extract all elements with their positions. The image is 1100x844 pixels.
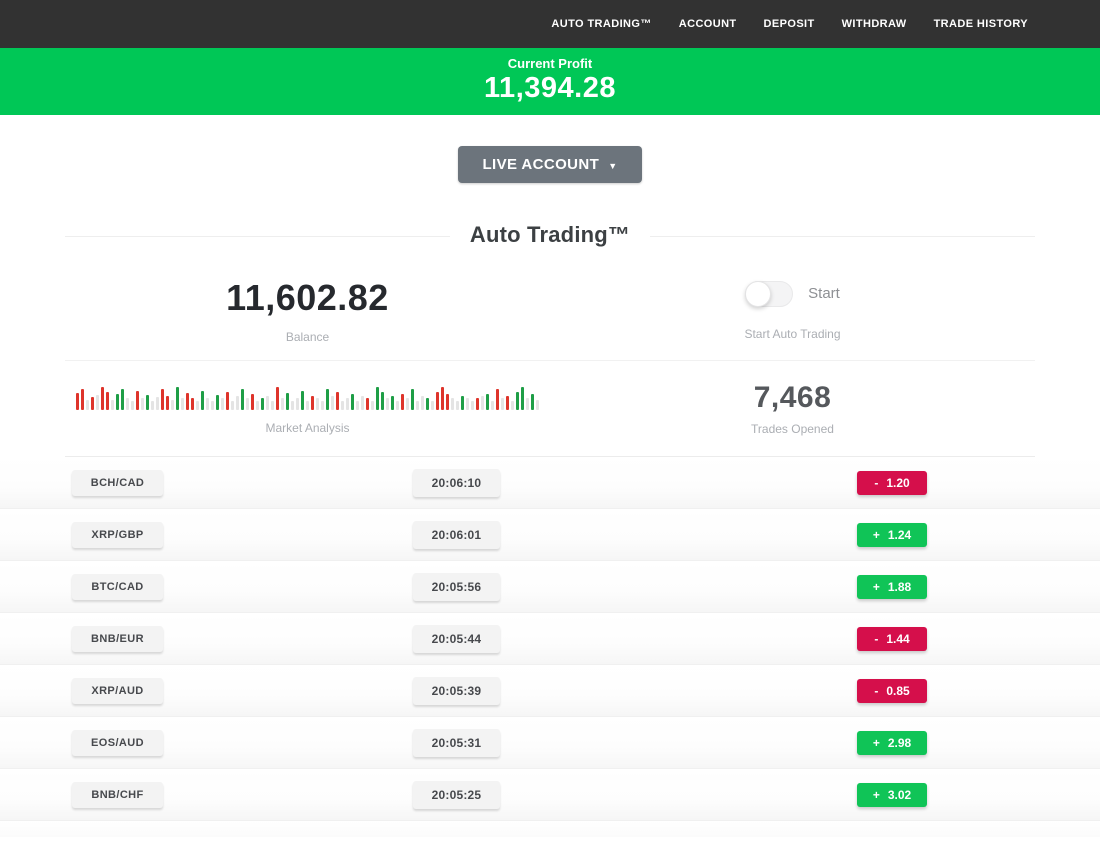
market-analysis-stat: Market Analysis [65, 361, 550, 456]
change-badge: -0.85 [857, 678, 927, 703]
top-navbar: AUTO TRADING™ ACCOUNT DEPOSIT WITHDRAW T… [0, 0, 1100, 48]
table-row: XRP/AUD 20:05:39 -0.85 [0, 665, 1100, 717]
table-row-partial [0, 821, 1100, 837]
pair-badge: XRP/GBP [72, 521, 163, 548]
table-row: EOS/AUD 20:05:31 +2.98 [0, 717, 1100, 769]
time-badge: 20:05:56 [413, 572, 500, 601]
nav-item-auto-trading[interactable]: AUTO TRADING™ [551, 18, 652, 30]
market-analysis-label: Market Analysis [265, 421, 350, 435]
time-badge: 20:05:44 [413, 624, 500, 653]
toggle-knob [745, 280, 772, 307]
balance-value: 11,602.82 [226, 277, 389, 318]
section-heading: Auto Trading™ [0, 222, 1100, 250]
table-row: BCH/CAD 20:06:10 -1.20 [0, 457, 1100, 509]
trade-table: BCH/CAD 20:06:10 -1.20 XRP/GBP 20:06:01 … [0, 457, 1100, 837]
page-title: Auto Trading™ [449, 222, 651, 248]
time-badge: 20:05:31 [413, 728, 500, 757]
change-badge: +3.02 [857, 782, 927, 807]
pair-badge: BTC/CAD [72, 573, 163, 600]
auto-trading-label: Start Auto Trading [744, 326, 841, 341]
change-badge: +1.88 [857, 574, 927, 599]
start-auto-trading-toggle[interactable] [745, 280, 794, 307]
table-row: BNB/EUR 20:05:44 -1.44 [0, 613, 1100, 665]
change-badge: +1.24 [857, 522, 927, 547]
profit-banner: Current Profit 11,394.28 [0, 48, 1100, 115]
pair-badge: XRP/AUD [72, 677, 163, 704]
market-analysis-chart [76, 382, 539, 410]
table-row: BTC/CAD 20:05:56 +1.88 [0, 561, 1100, 613]
table-row: XRP/GBP 20:06:01 +1.24 [0, 509, 1100, 561]
pair-badge: EOS/AUD [72, 729, 163, 756]
account-selector-label: LIVE ACCOUNT [482, 156, 600, 173]
trades-opened-label: Trades Opened [751, 422, 834, 436]
change-badge: +2.98 [857, 730, 927, 755]
pair-badge: BNB/CHF [72, 781, 163, 808]
trades-opened-value: 7,468 [753, 381, 832, 414]
profit-banner-value: 11,394.28 [484, 72, 616, 104]
nav-item-trade-history[interactable]: TRADE HISTORY [933, 18, 1028, 30]
change-badge: -1.20 [857, 470, 927, 495]
time-badge: 20:05:25 [413, 780, 500, 809]
caret-down-icon: ▼ [608, 160, 618, 171]
pair-badge: BNB/EUR [72, 625, 163, 652]
balance-stat: 11,602.82 Balance [65, 261, 550, 360]
pair-badge: BCH/CAD [72, 469, 163, 496]
time-badge: 20:06:10 [413, 468, 500, 497]
auto-trading-stat: Start Start Auto Trading [550, 261, 1035, 360]
toggle-label: Start [808, 285, 840, 302]
trades-opened-stat: 7,468 Trades Opened [550, 361, 1035, 456]
profit-banner-label: Current Profit [507, 56, 593, 71]
balance-label: Balance [285, 330, 330, 344]
nav-item-deposit[interactable]: DEPOSIT [763, 18, 815, 30]
time-badge: 20:06:01 [413, 520, 500, 549]
table-row: BNB/CHF 20:05:25 +3.02 [0, 769, 1100, 821]
change-badge: -1.44 [857, 626, 927, 651]
nav-item-account[interactable]: ACCOUNT [678, 18, 737, 30]
nav-item-withdraw[interactable]: WITHDRAW [841, 18, 907, 30]
time-badge: 20:05:39 [413, 676, 500, 705]
account-selector-button[interactable]: LIVE ACCOUNT ▼ [458, 146, 642, 183]
stats-section: 11,602.82 Balance Start Start Auto Tradi… [65, 261, 1035, 457]
